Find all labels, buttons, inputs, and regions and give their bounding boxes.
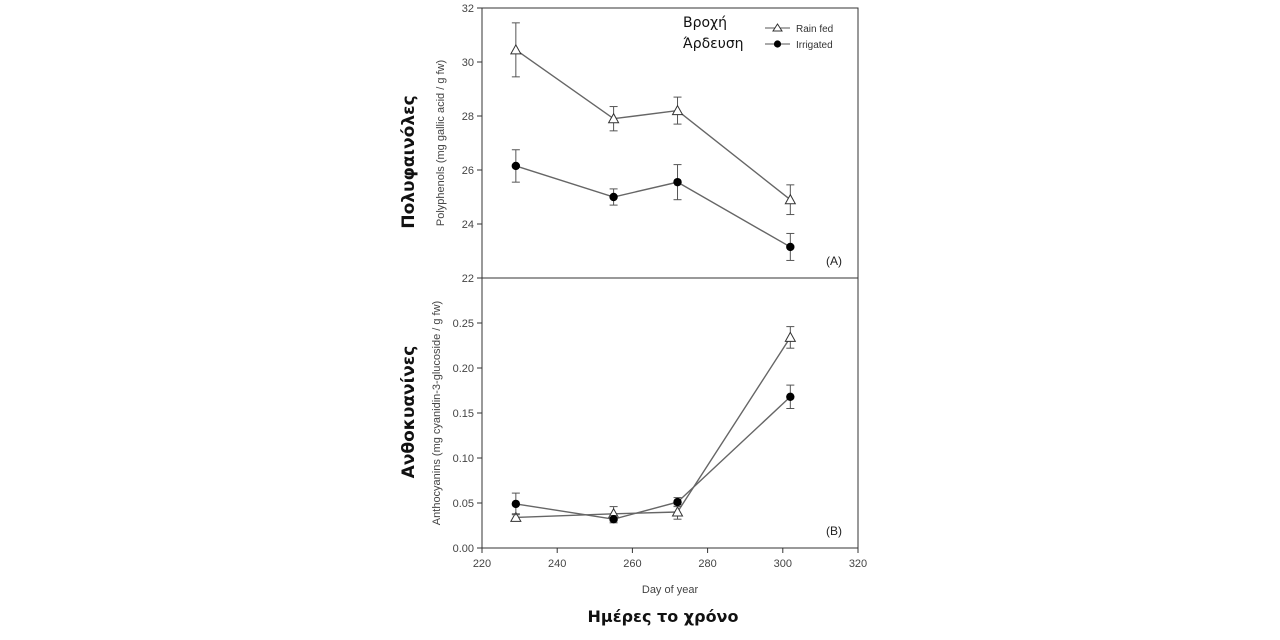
axes-b: 0.00 0.05 0.10 0.15 0.20 0.25 220 240 260 280 300 3… (453, 318, 868, 570)
ytick-label-a-2: 26 (462, 165, 474, 177)
series-line-rain-fed-a (515, 49, 791, 201)
series-line-irrigated-a (515, 165, 791, 248)
ytick-label-b-2: 0.10 (453, 453, 474, 465)
ytick-label-b-0: 0.00 (453, 543, 474, 555)
point-irrigated-b-1 (609, 515, 618, 524)
xtick-label-b-2: 260 (623, 558, 641, 570)
point-rain-fed-b-3 (784, 331, 797, 342)
greek-ylabel-anthocyanins: Ανθοκυανίνες (399, 346, 419, 479)
point-irrigated-a-3 (786, 242, 795, 252)
panel-label-a: (A) (826, 254, 842, 268)
point-irrigated-a-1 (609, 192, 618, 202)
ylabel-a: Polyphenols (mg gallic acid / g fw) (435, 60, 447, 226)
point-rain-fed-a-3 (784, 193, 797, 205)
greek-xlabel-days: Ημέρες το χρόνο (588, 607, 739, 626)
ytick-label-a-3: 28 (462, 111, 474, 123)
ytick-label-b-4: 0.20 (453, 363, 474, 375)
chart-panel-b: 0.00 0.05 0.10 0.15 0.20 0.25 220 240 260 280 300 3… (431, 277, 868, 596)
greek-legend-rain: Βροχή (683, 15, 727, 31)
chart-panel-a: 22 24 26 28 30 32 Polyphenols (mg gallic acid… (435, 3, 859, 285)
point-rain-fed-a-0 (509, 43, 522, 55)
legend: Rain fed Irrigated (765, 23, 833, 51)
xtick-label-b-1: 240 (548, 558, 566, 570)
point-rain-fed-a-1 (607, 112, 620, 124)
series-line-irrigated-b (515, 396, 791, 520)
ytick-label-b-1: 0.05 (453, 498, 474, 510)
xtick-label-b-4: 300 (774, 558, 792, 570)
ytick-label-a-4: 30 (462, 57, 474, 69)
ytick-label-b-3: 0.15 (453, 408, 474, 420)
ylabel-b: Anthocyanins (mg cyanidin-3-glucoside / … (431, 301, 443, 525)
xtick-label-b-3: 280 (698, 558, 716, 570)
ytick-label-a-5: 32 (462, 3, 474, 15)
xtick-label-b-5: 320 (849, 558, 867, 570)
legend-marker-irrigated (773, 40, 782, 48)
legend-label-irrigated: Irrigated (796, 40, 833, 51)
greek-legend-irrigated: Άρδευση (683, 36, 744, 52)
point-irrigated-b-0 (511, 499, 521, 509)
point-irrigated-a-2 (673, 177, 682, 187)
xlabel-b: Day of year (642, 584, 699, 596)
point-irrigated-b-3 (786, 392, 795, 401)
xtick-label-b-0: 220 (473, 558, 491, 570)
legend-marker-rain-fed (772, 23, 783, 32)
series-group-a (509, 22, 797, 261)
greek-ylabel-polyphenols: Πολυφαινόλες (399, 95, 419, 228)
panel-label-b: (B) (826, 524, 842, 538)
point-rain-fed-b-2 (671, 505, 684, 517)
series-group-b (509, 326, 797, 524)
legend-label-rain-fed: Rain fed (796, 24, 833, 35)
ytick-label-a-1: 24 (462, 219, 474, 231)
point-irrigated-b-2 (673, 497, 682, 507)
ytick-label-b-5: 0.25 (453, 318, 474, 330)
series-line-rain-fed-b (515, 337, 791, 519)
point-rain-fed-a-2 (671, 104, 684, 116)
point-rain-fed-b-0 (509, 511, 522, 522)
ytick-label-a-0: 22 (462, 273, 474, 285)
axes-a: 22 24 26 28 30 32 (462, 3, 482, 285)
point-irrigated-a-0 (511, 161, 521, 171)
